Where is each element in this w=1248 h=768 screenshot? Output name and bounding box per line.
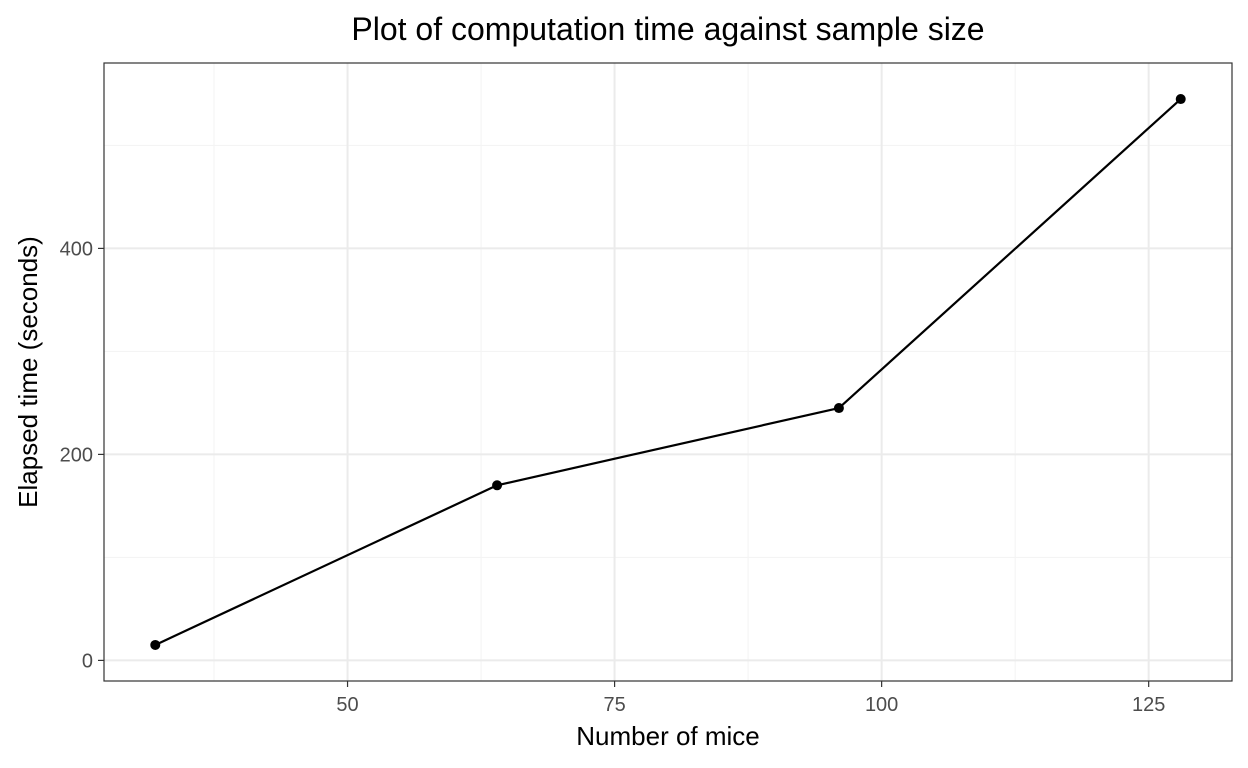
y-tick-label-2: 400: [60, 238, 93, 260]
x-tick-label-2: 100: [865, 694, 898, 716]
data-point-2: [833, 403, 844, 414]
series-line: [154, 98, 1182, 646]
y-tick-label-1: 200: [60, 444, 93, 466]
x-axis-title: Number of mice: [576, 721, 760, 751]
x-tick-label-3: 125: [1132, 694, 1165, 716]
data-point-3: [1175, 94, 1186, 105]
y-tick-label-0: 0: [82, 650, 93, 672]
x-tick-label-0: 50: [336, 694, 358, 716]
axes: 50 75 100 125 0 200 400: [60, 238, 1166, 716]
x-tick-label-1: 75: [603, 694, 625, 716]
y-axis-title: Elapsed time (seconds): [13, 236, 43, 508]
series-layer: [150, 94, 1186, 650]
panel-border: [103, 62, 1233, 682]
grid-lines: [104, 63, 1232, 681]
chart-title: Plot of computation time against sample …: [351, 11, 984, 47]
data-point-0: [150, 639, 161, 650]
data-point-1: [492, 480, 503, 491]
